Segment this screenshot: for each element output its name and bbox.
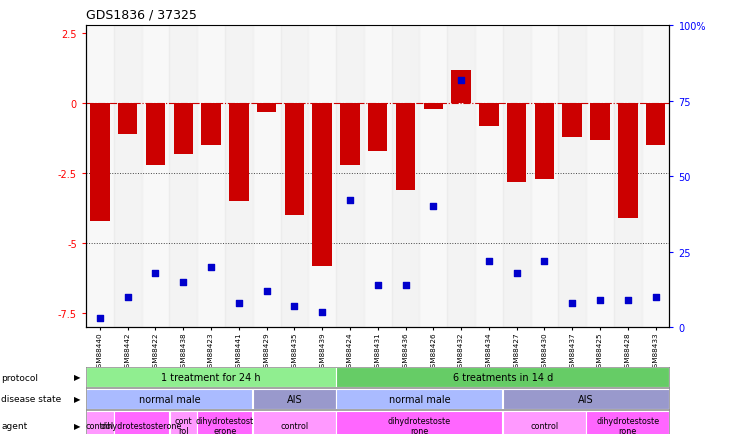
- Bar: [229, 104, 248, 202]
- Bar: [201, 104, 221, 146]
- Bar: [590, 104, 610, 141]
- Bar: [642, 26, 669, 328]
- Bar: [558, 26, 586, 328]
- Text: 1 treatment for 24 h: 1 treatment for 24 h: [162, 372, 261, 382]
- Point: [289, 303, 301, 310]
- FancyBboxPatch shape: [86, 389, 252, 409]
- FancyBboxPatch shape: [253, 411, 336, 434]
- Bar: [146, 104, 165, 166]
- Text: dihydrotestoste
rone: dihydrotestoste rone: [388, 416, 451, 434]
- Bar: [368, 104, 387, 152]
- Point: [427, 204, 439, 210]
- Bar: [340, 104, 360, 166]
- FancyBboxPatch shape: [337, 411, 503, 434]
- Text: dihydrotestoste
rone: dihydrotestoste rone: [596, 416, 659, 434]
- FancyBboxPatch shape: [337, 367, 669, 387]
- Point: [399, 282, 411, 289]
- FancyBboxPatch shape: [86, 367, 336, 387]
- Text: 6 treatments in 14 d: 6 treatments in 14 d: [453, 372, 553, 382]
- Text: ▶: ▶: [74, 395, 80, 403]
- Text: protocol: protocol: [1, 373, 38, 381]
- Point: [94, 315, 106, 322]
- Point: [511, 270, 523, 277]
- Text: cont
rol: cont rol: [174, 416, 192, 434]
- Bar: [586, 26, 614, 328]
- Point: [455, 77, 467, 84]
- FancyBboxPatch shape: [197, 411, 252, 434]
- Point: [233, 300, 245, 307]
- Bar: [562, 104, 582, 138]
- Bar: [507, 104, 527, 182]
- Bar: [253, 26, 280, 328]
- Bar: [86, 26, 114, 328]
- Text: control: control: [86, 421, 114, 430]
- Bar: [118, 104, 138, 135]
- Bar: [646, 104, 665, 146]
- Bar: [614, 26, 642, 328]
- FancyBboxPatch shape: [337, 389, 503, 409]
- Point: [316, 309, 328, 316]
- Bar: [451, 71, 470, 104]
- Point: [622, 297, 634, 304]
- Bar: [336, 26, 364, 328]
- Bar: [174, 104, 193, 155]
- Point: [483, 258, 495, 265]
- Bar: [396, 104, 415, 191]
- Text: control: control: [280, 421, 308, 430]
- FancyBboxPatch shape: [253, 389, 336, 409]
- Bar: [91, 104, 110, 221]
- Text: AIS: AIS: [578, 394, 594, 404]
- Text: AIS: AIS: [286, 394, 302, 404]
- Point: [566, 300, 578, 307]
- FancyBboxPatch shape: [503, 389, 669, 409]
- Bar: [618, 104, 637, 219]
- Text: normal male: normal male: [389, 394, 450, 404]
- Point: [344, 197, 356, 204]
- FancyBboxPatch shape: [86, 411, 114, 434]
- Bar: [285, 104, 304, 216]
- Point: [594, 297, 606, 304]
- Point: [150, 270, 162, 277]
- Bar: [141, 26, 169, 328]
- Text: GDS1836 / 37325: GDS1836 / 37325: [86, 9, 197, 22]
- Bar: [503, 26, 530, 328]
- Bar: [197, 26, 225, 328]
- FancyBboxPatch shape: [503, 411, 586, 434]
- FancyBboxPatch shape: [114, 411, 169, 434]
- FancyBboxPatch shape: [170, 411, 197, 434]
- Text: agent: agent: [1, 421, 28, 430]
- Point: [372, 282, 384, 289]
- Point: [260, 288, 272, 295]
- Text: ▶: ▶: [74, 421, 80, 430]
- Bar: [530, 26, 558, 328]
- Point: [205, 264, 217, 271]
- Bar: [225, 26, 253, 328]
- Bar: [479, 104, 499, 127]
- Point: [649, 294, 661, 301]
- Bar: [114, 26, 141, 328]
- Point: [122, 294, 134, 301]
- Text: normal male: normal male: [138, 394, 200, 404]
- Bar: [535, 104, 554, 180]
- Point: [539, 258, 551, 265]
- Bar: [364, 26, 392, 328]
- Bar: [475, 26, 503, 328]
- Text: dihydrotestosterone: dihydrotestosterone: [101, 421, 183, 430]
- Bar: [313, 104, 332, 266]
- Bar: [420, 26, 447, 328]
- Point: [177, 279, 189, 286]
- Bar: [280, 26, 308, 328]
- Text: control: control: [530, 421, 559, 430]
- Bar: [392, 26, 420, 328]
- Bar: [423, 104, 443, 110]
- Text: disease state: disease state: [1, 395, 62, 403]
- Bar: [308, 26, 336, 328]
- Text: ▶: ▶: [74, 373, 80, 381]
- Bar: [169, 26, 197, 328]
- Bar: [257, 104, 276, 112]
- FancyBboxPatch shape: [586, 411, 669, 434]
- Bar: [447, 26, 475, 328]
- Text: dihydrotestost
erone: dihydrotestost erone: [196, 416, 254, 434]
